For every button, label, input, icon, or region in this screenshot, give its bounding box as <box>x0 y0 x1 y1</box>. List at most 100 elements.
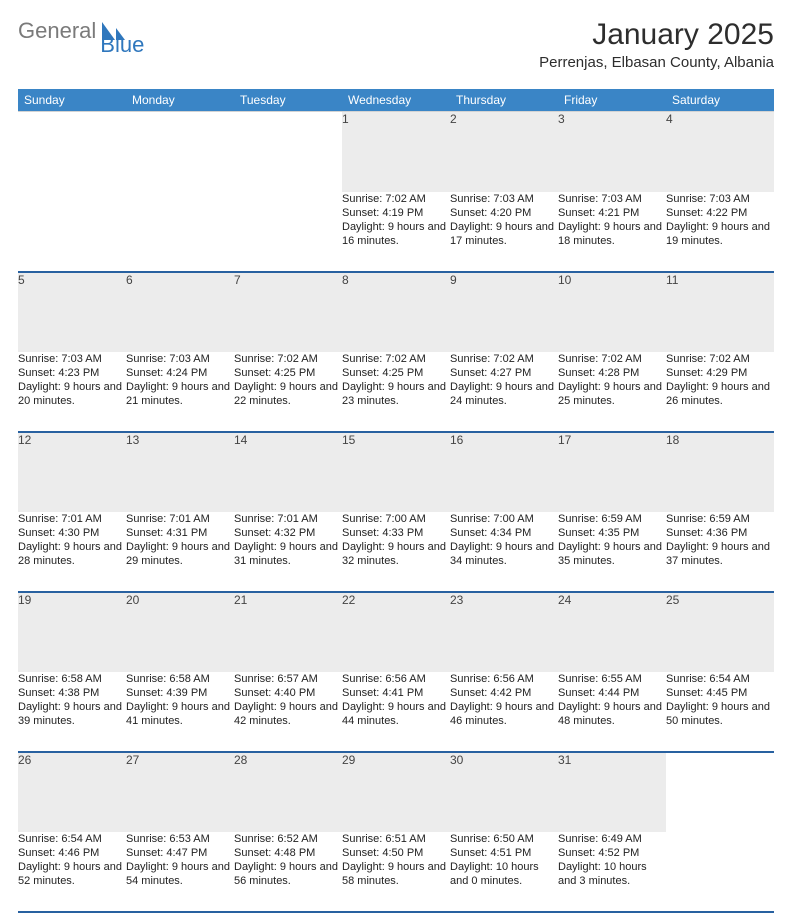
sunrise-line: Sunrise: 7:00 AM <box>342 512 450 526</box>
sunrise-line: Sunrise: 6:52 AM <box>234 832 342 846</box>
sunset-line: Sunset: 4:46 PM <box>18 846 126 860</box>
day-cell: Sunrise: 6:55 AMSunset: 4:44 PMDaylight:… <box>558 672 666 752</box>
daylight-line: Daylight: 9 hours and 20 minutes. <box>18 380 126 408</box>
sunset-line: Sunset: 4:47 PM <box>126 846 234 860</box>
week-row: Sunrise: 6:54 AMSunset: 4:46 PMDaylight:… <box>18 832 774 912</box>
daylight-line: Daylight: 9 hours and 21 minutes. <box>126 380 234 408</box>
week-row: Sunrise: 7:01 AMSunset: 4:30 PMDaylight:… <box>18 512 774 592</box>
sunrise-line: Sunrise: 6:56 AM <box>342 672 450 686</box>
sunset-line: Sunset: 4:35 PM <box>558 526 666 540</box>
daylight-line: Daylight: 9 hours and 17 minutes. <box>450 220 558 248</box>
day-cell: Sunrise: 7:02 AMSunset: 4:27 PMDaylight:… <box>450 352 558 432</box>
sunset-line: Sunset: 4:24 PM <box>126 366 234 380</box>
brand-logo: General Blue <box>18 18 172 44</box>
daylight-line: Daylight: 9 hours and 24 minutes. <box>450 380 558 408</box>
daylight-line: Daylight: 9 hours and 26 minutes. <box>666 380 774 408</box>
day-number-row: 19202122232425 <box>18 592 774 672</box>
weekday-header: Monday <box>126 89 234 112</box>
weekday-header: Tuesday <box>234 89 342 112</box>
sunrise-line: Sunrise: 6:55 AM <box>558 672 666 686</box>
weekday-header: Sunday <box>18 89 126 112</box>
daylight-line: Daylight: 9 hours and 54 minutes. <box>126 860 234 888</box>
day-number-row: 262728293031 <box>18 752 774 832</box>
daylight-line: Daylight: 9 hours and 42 minutes. <box>234 700 342 728</box>
day-number-cell: 13 <box>126 432 234 512</box>
sunrise-line: Sunrise: 6:53 AM <box>126 832 234 846</box>
location-subtitle: Perrenjas, Elbasan County, Albania <box>539 54 774 71</box>
day-number-row: 1234 <box>18 112 774 192</box>
day-number-cell: 16 <box>450 432 558 512</box>
day-cell: Sunrise: 6:49 AMSunset: 4:52 PMDaylight:… <box>558 832 666 912</box>
day-number-cell: 24 <box>558 592 666 672</box>
daylight-line: Daylight: 9 hours and 48 minutes. <box>558 700 666 728</box>
sunrise-line: Sunrise: 7:03 AM <box>666 192 774 206</box>
sunrise-line: Sunrise: 6:59 AM <box>558 512 666 526</box>
day-cell: Sunrise: 6:59 AMSunset: 4:36 PMDaylight:… <box>666 512 774 592</box>
day-number-cell: 7 <box>234 272 342 352</box>
daylight-line: Daylight: 9 hours and 28 minutes. <box>18 540 126 568</box>
sunset-line: Sunset: 4:31 PM <box>126 526 234 540</box>
sunrise-line: Sunrise: 6:50 AM <box>450 832 558 846</box>
sunset-line: Sunset: 4:40 PM <box>234 686 342 700</box>
sunrise-line: Sunrise: 7:02 AM <box>450 352 558 366</box>
day-number-cell: 22 <box>342 592 450 672</box>
daylight-line: Daylight: 9 hours and 19 minutes. <box>666 220 774 248</box>
daylight-line: Daylight: 9 hours and 25 minutes. <box>558 380 666 408</box>
daylight-line: Daylight: 9 hours and 58 minutes. <box>342 860 450 888</box>
daylight-line: Daylight: 9 hours and 31 minutes. <box>234 540 342 568</box>
sunrise-line: Sunrise: 6:58 AM <box>126 672 234 686</box>
day-number-cell: 6 <box>126 272 234 352</box>
day-cell: Sunrise: 7:03 AMSunset: 4:21 PMDaylight:… <box>558 192 666 272</box>
day-number-cell: 20 <box>126 592 234 672</box>
day-cell: Sunrise: 7:03 AMSunset: 4:23 PMDaylight:… <box>18 352 126 432</box>
daylight-line: Daylight: 9 hours and 37 minutes. <box>666 540 774 568</box>
sunrise-line: Sunrise: 7:03 AM <box>126 352 234 366</box>
daylight-line: Daylight: 9 hours and 29 minutes. <box>126 540 234 568</box>
daylight-line: Daylight: 9 hours and 44 minutes. <box>342 700 450 728</box>
sunset-line: Sunset: 4:33 PM <box>342 526 450 540</box>
sunrise-line: Sunrise: 7:03 AM <box>558 192 666 206</box>
daylight-line: Daylight: 9 hours and 32 minutes. <box>342 540 450 568</box>
day-number-cell: 29 <box>342 752 450 832</box>
day-cell: Sunrise: 7:02 AMSunset: 4:25 PMDaylight:… <box>234 352 342 432</box>
day-cell: Sunrise: 6:56 AMSunset: 4:42 PMDaylight:… <box>450 672 558 752</box>
day-cell: Sunrise: 7:02 AMSunset: 4:29 PMDaylight:… <box>666 352 774 432</box>
sunrise-line: Sunrise: 6:56 AM <box>450 672 558 686</box>
day-cell: Sunrise: 7:00 AMSunset: 4:34 PMDaylight:… <box>450 512 558 592</box>
daylight-line: Daylight: 9 hours and 39 minutes. <box>18 700 126 728</box>
daylight-line: Daylight: 9 hours and 56 minutes. <box>234 860 342 888</box>
day-cell: Sunrise: 7:03 AMSunset: 4:24 PMDaylight:… <box>126 352 234 432</box>
day-number-cell: 25 <box>666 592 774 672</box>
sunset-line: Sunset: 4:25 PM <box>234 366 342 380</box>
logo-text-general: General <box>18 18 96 44</box>
title-block: January 2025 Perrenjas, Elbasan County, … <box>539 18 774 81</box>
sunrise-line: Sunrise: 7:03 AM <box>450 192 558 206</box>
calendar-table: SundayMondayTuesdayWednesdayThursdayFrid… <box>18 89 774 913</box>
month-title: January 2025 <box>539 18 774 52</box>
day-cell: Sunrise: 7:03 AMSunset: 4:22 PMDaylight:… <box>666 192 774 272</box>
daylight-line: Daylight: 9 hours and 46 minutes. <box>450 700 558 728</box>
sunrise-line: Sunrise: 7:01 AM <box>18 512 126 526</box>
day-cell: Sunrise: 6:58 AMSunset: 4:39 PMDaylight:… <box>126 672 234 752</box>
day-cell: Sunrise: 7:02 AMSunset: 4:28 PMDaylight:… <box>558 352 666 432</box>
day-cell: Sunrise: 6:59 AMSunset: 4:35 PMDaylight:… <box>558 512 666 592</box>
day-cell <box>234 192 342 272</box>
day-number-cell: 10 <box>558 272 666 352</box>
day-number-cell: 27 <box>126 752 234 832</box>
day-number-cell: 11 <box>666 272 774 352</box>
day-number-cell: 4 <box>666 112 774 192</box>
day-cell: Sunrise: 6:50 AMSunset: 4:51 PMDaylight:… <box>450 832 558 912</box>
daylight-line: Daylight: 10 hours and 3 minutes. <box>558 860 666 888</box>
sunset-line: Sunset: 4:36 PM <box>666 526 774 540</box>
daylight-line: Daylight: 10 hours and 0 minutes. <box>450 860 558 888</box>
day-number-cell: 2 <box>450 112 558 192</box>
day-cell: Sunrise: 6:52 AMSunset: 4:48 PMDaylight:… <box>234 832 342 912</box>
day-number-cell: 9 <box>450 272 558 352</box>
week-row: Sunrise: 6:58 AMSunset: 4:38 PMDaylight:… <box>18 672 774 752</box>
sunset-line: Sunset: 4:45 PM <box>666 686 774 700</box>
day-number-cell: 17 <box>558 432 666 512</box>
day-number-cell: 28 <box>234 752 342 832</box>
day-cell: Sunrise: 7:01 AMSunset: 4:30 PMDaylight:… <box>18 512 126 592</box>
day-cell <box>126 192 234 272</box>
sunset-line: Sunset: 4:41 PM <box>342 686 450 700</box>
